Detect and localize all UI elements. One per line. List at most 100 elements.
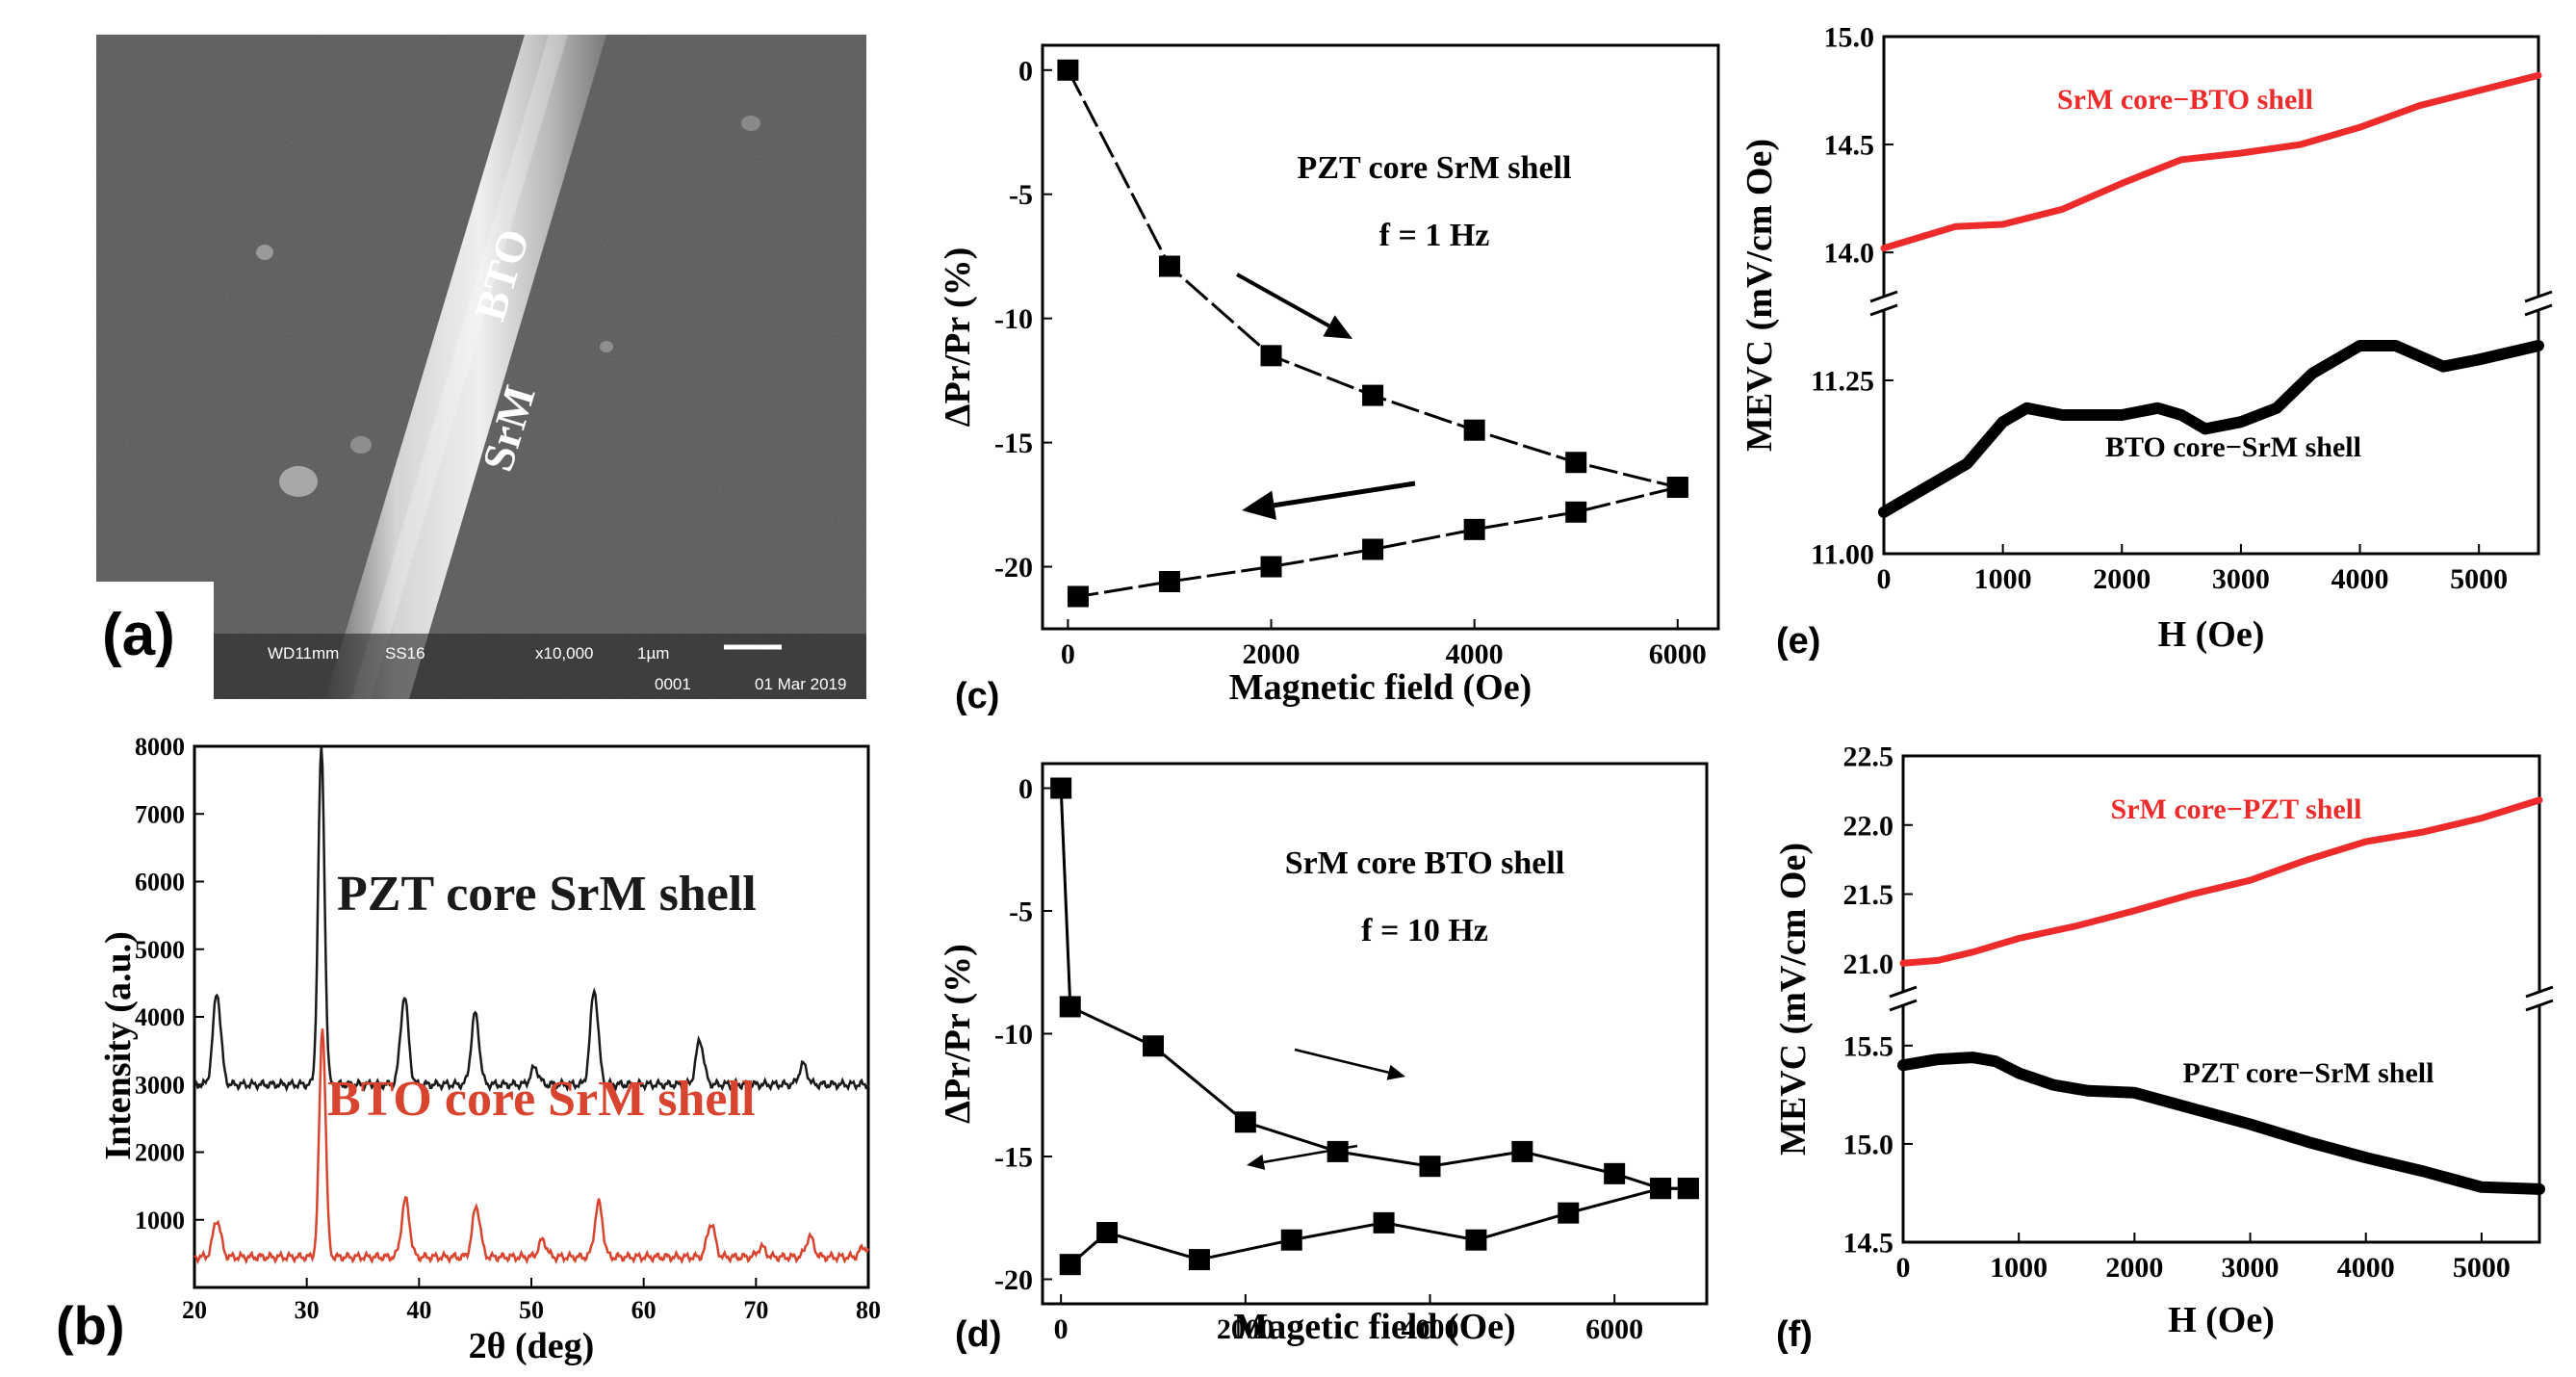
y-axis-title: ΔPr/Pr (%) — [938, 247, 978, 428]
sem-particle — [279, 466, 318, 497]
series-label-bto: BTO core SrM shell — [327, 1072, 755, 1127]
y-tick-label: 15.0 — [1824, 22, 1875, 54]
mevc-series-line — [1899, 796, 2543, 967]
panel-label-d: (d) — [955, 1314, 1002, 1355]
data-point — [1059, 1254, 1081, 1276]
data-point — [1143, 1035, 1164, 1057]
x-tick-label: 40 — [406, 1296, 431, 1324]
sem-fiber — [325, 35, 606, 699]
data-point — [1057, 59, 1079, 81]
sem-info-bar — [96, 634, 866, 699]
x-tick-label: 3000 — [2222, 1252, 2280, 1284]
axis-break-mark — [1889, 985, 1918, 999]
y-tick-label: 3000 — [135, 1071, 185, 1099]
x-tick-label: 4000 — [2337, 1252, 2395, 1284]
x-tick-label: 5000 — [2453, 1252, 2511, 1284]
sem-particle — [256, 245, 273, 260]
x-tick-label: 6000 — [1649, 638, 1707, 670]
sem-image-panel: BTO SrM WD11mm SS16 x10,000 1µm 0001 01 … — [96, 35, 866, 699]
sem-info-scale: 1µm — [637, 644, 669, 663]
panel-label-box — [96, 582, 214, 699]
y-tick-label: 14.0 — [1824, 238, 1875, 270]
x-tick-label: 60 — [631, 1296, 657, 1324]
x-tick-label: 70 — [743, 1296, 768, 1324]
mevc-chart-f: 0 1000 2000 3000 4000 5000 21.0 21.5 22.0 22.5 14.… — [1773, 741, 2554, 1340]
panel-label-a: (a) — [102, 602, 175, 668]
y-tick-label: 0 — [1018, 773, 1033, 805]
pr-chart-d: 0 2000 4000 6000 0 -5 -10 -15 -20 Magetic field (… — [938, 762, 1709, 1347]
chart-title: PZT core SrM shell — [1298, 150, 1572, 186]
plot-frame — [193, 744, 870, 1289]
data-point — [1260, 345, 1282, 367]
y-tick-label: -10 — [994, 303, 1033, 335]
direction-arrow-shaft — [1236, 273, 1330, 328]
x-axis-title: Magetic field (Oe) — [1233, 1307, 1515, 1347]
panel-label-b: (b) — [56, 1295, 125, 1356]
x-tick-label: 30 — [295, 1296, 320, 1324]
data-point — [1373, 1211, 1395, 1234]
x-tick-label: 4000 — [1446, 638, 1504, 670]
y-tick-label: -10 — [994, 1019, 1033, 1051]
data-point — [1327, 1140, 1349, 1162]
x-tick-label: 0 — [1877, 563, 1892, 595]
data-point — [1362, 538, 1384, 560]
data-point — [1188, 1249, 1210, 1271]
mevc-series-line — [1880, 71, 2542, 252]
x-tick-label: 0 — [1054, 1313, 1069, 1345]
direction-arrow-head — [1386, 1064, 1405, 1080]
y-axis-title: ΔPr/Pr (%) — [938, 944, 978, 1124]
data-point — [1158, 571, 1180, 593]
data-point — [1050, 777, 1072, 799]
data-point — [1465, 1229, 1487, 1251]
series-line — [1059, 788, 1688, 1190]
direction-arrow-shaft — [1274, 481, 1416, 508]
x-tick-label: 2000 — [2105, 1252, 2163, 1284]
axis-break-mark — [2524, 303, 2553, 317]
y-tick-label: 1000 — [135, 1207, 185, 1234]
x-tick-label: 1000 — [1990, 1252, 2048, 1284]
y-tick-label: 21.5 — [1843, 879, 1894, 911]
mevc-chart-e: 0 1000 2000 3000 4000 5000 14.0 14.5 15.0 11.00 11… — [1739, 22, 2553, 655]
y-tick-label: -20 — [994, 1264, 1033, 1296]
y-tick-label: -15 — [994, 428, 1033, 459]
axis-break-gap — [1895, 993, 1911, 1004]
plot-frame — [1041, 43, 1720, 631]
x-axis-title: 2θ (deg) — [469, 1326, 595, 1366]
axis-break-mark — [1869, 290, 1898, 303]
direction-arrow-head — [1323, 315, 1352, 339]
x-tick-label: 5000 — [2450, 563, 2508, 595]
axis-break-mark — [1869, 303, 1898, 317]
mevc-series-line — [1897, 1052, 2545, 1195]
x-tick-label: 4000 — [2331, 563, 2389, 595]
xrd-series-line — [193, 745, 870, 1093]
data-point — [1677, 1178, 1699, 1200]
x-tick-label: 1000 — [1974, 563, 2032, 595]
mevc-series-line — [1878, 340, 2544, 518]
y-tick-label: 14.5 — [1824, 130, 1875, 162]
series-line — [1067, 69, 1679, 489]
series-label-lower: BTO core−SrM shell — [2105, 431, 2361, 463]
data-point — [1096, 1222, 1119, 1244]
axis-break-gap — [2532, 993, 2547, 1004]
panel-label-c: (c) — [955, 676, 999, 716]
x-tick-label: 2000 — [1217, 1313, 1275, 1345]
sem-info-date: 01 Mar 2019 — [755, 675, 846, 693]
data-point — [1234, 1111, 1256, 1133]
xrd-series-line — [193, 1028, 870, 1265]
sem-info-mag: x10,000 — [535, 644, 594, 663]
y-tick-label: 4000 — [135, 1003, 185, 1031]
sem-info-frame: 0001 — [655, 675, 691, 693]
data-point — [1158, 255, 1180, 277]
axis-break-mark — [2524, 290, 2553, 303]
data-point — [1666, 477, 1688, 499]
y-tick-label: 7000 — [135, 800, 185, 828]
panel-label-e: (e) — [1776, 621, 1820, 662]
y-tick-label: 15.5 — [1843, 1030, 1894, 1062]
y-tick-label: 11.00 — [1811, 539, 1874, 571]
sem-particle — [350, 436, 372, 454]
x-tick-label: 4000 — [1402, 1313, 1459, 1345]
axis-break-mark — [2525, 985, 2554, 999]
y-tick-label: 2000 — [135, 1139, 185, 1167]
y-tick-label: 21.0 — [1843, 948, 1894, 980]
chart-title: SrM core BTO shell — [1285, 845, 1565, 881]
